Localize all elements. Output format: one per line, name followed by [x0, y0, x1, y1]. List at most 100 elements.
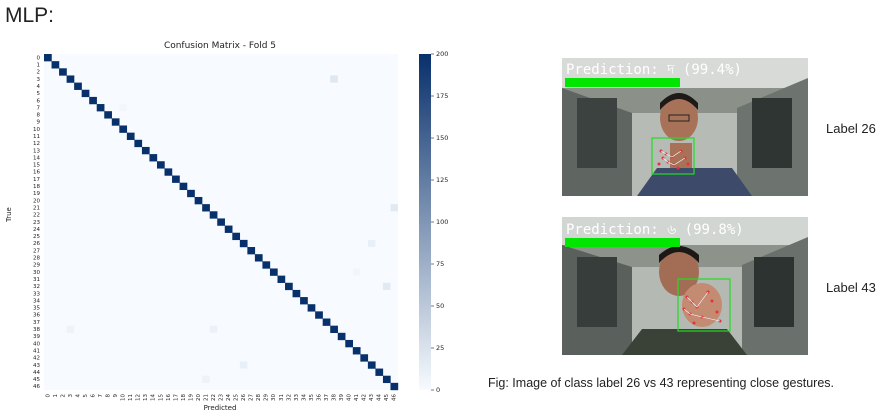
x-tick-label: 39 [339, 394, 345, 401]
heatmap-cell [247, 247, 256, 255]
y-tick-label: 17 [33, 177, 40, 183]
y-tick-label: 45 [33, 377, 40, 383]
heatmap-cell [330, 325, 338, 334]
gesture-photo-label-43: Prediction: ৬ (99.8%) [562, 217, 808, 355]
x-tick-label: 36 [316, 394, 322, 401]
x-tick-label: 16 [166, 394, 172, 401]
colorbar-tick-label: 125 [436, 176, 448, 184]
y-tick-label: 46 [33, 384, 40, 390]
colorbar-tick-label: 200 [436, 50, 448, 58]
y-tick-label: 27 [33, 248, 40, 254]
heatmap-cell [164, 168, 173, 176]
y-tick-label: 14 [33, 155, 40, 161]
x-tick-label: 7 [98, 394, 104, 398]
heatmap-cell [59, 68, 67, 76]
colorbar-tick-label: 50 [436, 302, 444, 310]
x-tick-label: 42 [362, 394, 368, 401]
y-tick-label: 12 [33, 141, 40, 147]
y-tick-label: 26 [33, 241, 40, 247]
y-tick-label: 43 [33, 363, 40, 369]
heatmap-cell [322, 318, 331, 326]
heatmap-cell [224, 225, 233, 233]
x-tick-label: 35 [309, 394, 315, 401]
colorbar-tick-label: 100 [436, 218, 448, 226]
x-tick-label: 12 [136, 394, 142, 401]
y-tick-label: 18 [33, 184, 40, 190]
x-tick-label: 37 [324, 394, 330, 401]
prediction-bar [565, 238, 680, 247]
prediction-text: Prediction: দ (99.4%) [566, 62, 742, 78]
heatmap-cell [119, 104, 127, 112]
x-tick-label: 1 [53, 394, 59, 398]
colorbar-tick-label: 25 [436, 344, 444, 352]
x-tick-label: 3 [68, 394, 74, 398]
x-tick-label: 41 [354, 394, 360, 401]
heatmap-cell [382, 282, 391, 290]
y-tick-label: 23 [33, 220, 40, 226]
y-tick-label: 9 [37, 120, 41, 126]
y-tick-label: 28 [33, 256, 40, 262]
y-tick-label: 30 [33, 270, 40, 276]
heatmap-cell [239, 361, 248, 369]
heatmap-cell [337, 332, 346, 341]
heatmap-cell [96, 104, 105, 112]
side-label-43: Label 43 [826, 280, 876, 295]
y-tick-label: 24 [33, 227, 40, 233]
heatmap-cell [81, 89, 90, 98]
heatmap-cell [292, 289, 301, 298]
x-tick-label: 11 [128, 394, 134, 401]
x-tick-label: 20 [196, 394, 202, 401]
heatmap-cell [51, 61, 60, 69]
heatmap-cell [217, 218, 225, 226]
y-tick-label: 44 [33, 370, 40, 376]
heatmap-cell [300, 297, 308, 305]
y-tick-label: 37 [33, 320, 40, 326]
x-tick-label: 45 [384, 394, 390, 401]
x-tick-label: 30 [271, 394, 277, 401]
heatmap-cell [187, 189, 195, 198]
heatmap-cell [209, 325, 218, 333]
x-tick-label: 38 [331, 394, 337, 401]
heatmap-cell [179, 182, 188, 191]
x-tick-label: 23 [219, 394, 225, 401]
heatmap-cell [172, 175, 180, 183]
y-tick-label: 10 [33, 127, 40, 133]
x-tick-label: 21 [203, 394, 209, 401]
y-tick-label: 29 [33, 263, 40, 269]
x-tick-label: 44 [377, 394, 383, 401]
y-tick-label: 19 [33, 191, 40, 197]
x-tick-label: 5 [83, 394, 89, 398]
heatmap-cell [104, 111, 112, 119]
y-tick-label: 33 [33, 291, 40, 297]
x-tick-label: 2 [60, 394, 66, 398]
heatmap-cell [194, 196, 203, 205]
confusion-matrix-title: Confusion Matrix - Fold 5 [163, 41, 277, 51]
x-tick-label: 24 [226, 394, 232, 401]
y-tick-label: 42 [33, 356, 40, 362]
y-tick-label: 16 [33, 170, 40, 176]
y-tick-label: 8 [37, 113, 41, 119]
heatmap-cell [202, 375, 210, 383]
heatmap-cell [66, 325, 75, 333]
x-tick-label: 33 [294, 394, 300, 401]
heatmap-cell [254, 254, 263, 262]
x-tick-label: 17 [173, 394, 179, 401]
x-tick-label: 22 [211, 394, 217, 401]
y-tick-label: 3 [37, 77, 41, 83]
heatmap-cell [352, 268, 361, 276]
x-tick-label: 32 [286, 394, 292, 401]
x-tick-label: 19 [188, 394, 194, 401]
heatmap-cell [367, 239, 376, 248]
heatmap-cell [390, 204, 398, 212]
heatmap-cell [390, 382, 399, 391]
y-tick-label: 15 [33, 163, 40, 169]
heatmap-cell [239, 239, 248, 248]
y-tick-label: 38 [33, 327, 40, 333]
heatmap-cell [134, 139, 143, 148]
heatmap-cell [360, 354, 369, 362]
heatmap-cell [262, 261, 271, 269]
colorbar-tick-label: 0 [436, 386, 440, 394]
y-tick-label: 2 [37, 70, 41, 76]
y-tick-label: 0 [37, 55, 41, 61]
